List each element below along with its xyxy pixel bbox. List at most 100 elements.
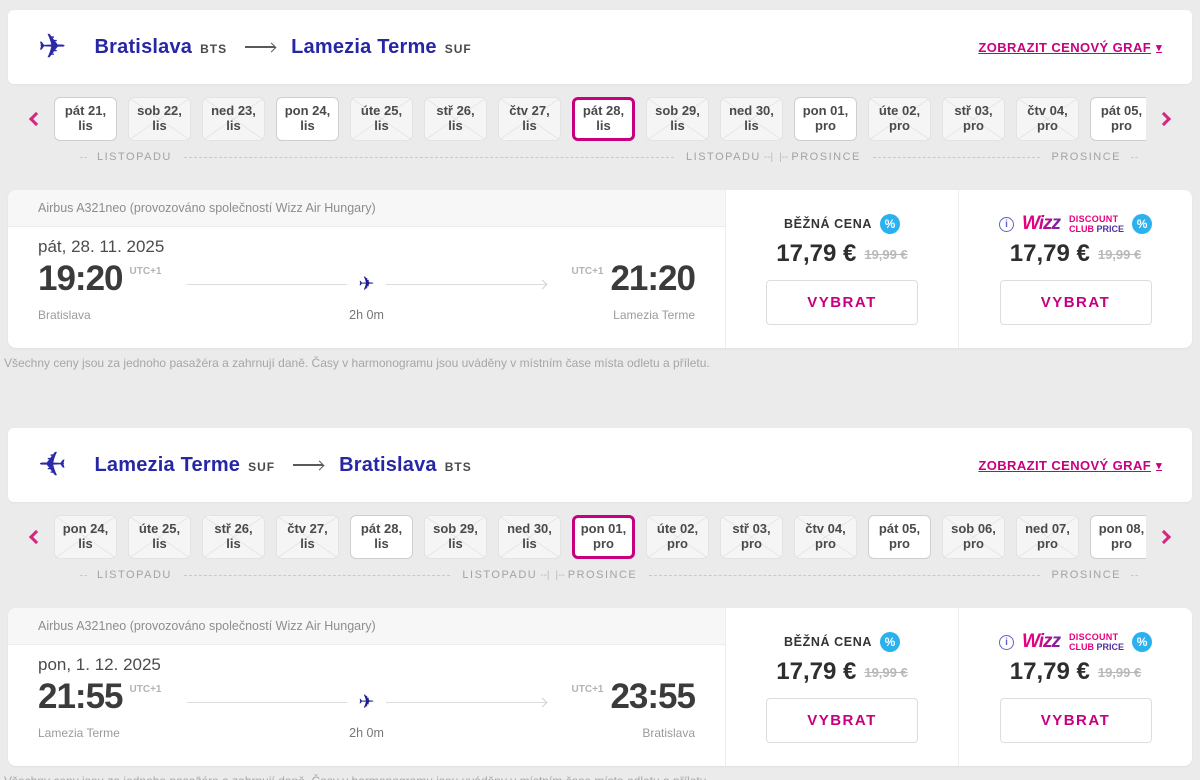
date-cell[interactable]: úte 25, lis bbox=[128, 515, 191, 559]
date-cell[interactable]: sob 06, pro bbox=[942, 515, 1005, 559]
date-cell[interactable]: stř 26, lis bbox=[424, 97, 487, 141]
old-price: 19,99 € bbox=[1097, 246, 1142, 262]
arrival-city: Bratislava bbox=[642, 726, 695, 740]
month-label: LISTOPADU bbox=[97, 569, 172, 581]
date-cell[interactable]: stř 26, lis bbox=[202, 515, 265, 559]
next-dates-button[interactable] bbox=[1154, 104, 1174, 134]
prev-dates-button[interactable] bbox=[26, 522, 46, 552]
date-cell[interactable]: ned 23, lis bbox=[202, 97, 265, 141]
date-cell[interactable]: sob 22, lis bbox=[128, 97, 191, 141]
month-label: LISTOPADU bbox=[686, 151, 761, 163]
departure-time: 19:20 bbox=[38, 259, 124, 298]
arrival-city: Lamezia Terme bbox=[613, 308, 695, 322]
date-cell[interactable]: pát 28, lis bbox=[350, 515, 413, 559]
date-cell[interactable]: pát 28, lis bbox=[572, 97, 635, 141]
date-cell[interactable]: pát 05, pro bbox=[868, 515, 931, 559]
date-cell[interactable]: úte 02, pro bbox=[868, 97, 931, 141]
select-regular-button[interactable]: VYBRAT bbox=[766, 280, 918, 325]
date-day-label: pát 28, bbox=[582, 103, 625, 119]
date-month-label: lis bbox=[448, 118, 463, 133]
date-cell[interactable]: stř 03, pro bbox=[942, 97, 1005, 141]
month-label: LISTOPADU bbox=[97, 151, 172, 163]
date-cell[interactable]: sob 29, lis bbox=[424, 515, 487, 559]
flight-date: pon, 1. 12. 2025 bbox=[38, 655, 161, 674]
aircraft-info: Airbus A321neo (provozováno společností … bbox=[8, 608, 725, 645]
date-cell[interactable]: pát 05, pro bbox=[1090, 97, 1146, 141]
date-month-label: lis bbox=[448, 536, 463, 551]
wizz-logo: Wizz bbox=[1021, 631, 1061, 652]
info-icon[interactable]: i bbox=[998, 634, 1014, 650]
date-cell[interactable]: ned 30, lis bbox=[498, 515, 561, 559]
flight-info-pane: Airbus A321neo (provozováno společností … bbox=[8, 190, 726, 348]
date-cell[interactable]: úte 02, pro bbox=[646, 515, 709, 559]
date-day-label: sob 29, bbox=[433, 521, 478, 537]
price-value: 17,79 € bbox=[776, 658, 857, 685]
price-graph-link[interactable]: ZOBRAZIT CENOVÝ GRAF ▾ bbox=[978, 458, 1162, 473]
date-day-label: pon 08, bbox=[1098, 521, 1145, 537]
date-cell[interactable]: pát 21, lis bbox=[54, 97, 117, 141]
date-month-label: pro bbox=[889, 118, 910, 133]
arrival-timezone: UTC+1 bbox=[571, 266, 604, 277]
date-month-label: lis bbox=[226, 118, 241, 133]
percent-badge-icon: % bbox=[879, 632, 900, 652]
date-day-label: pát 05, bbox=[878, 521, 921, 537]
next-dates-button[interactable] bbox=[1154, 522, 1174, 552]
date-month-label: pro bbox=[963, 118, 984, 133]
departure-block: 19:20 UTC+1 Bratislava bbox=[38, 261, 161, 322]
return-section: ✈ Lamezia Terme SUF Bratislava BTS ZOBRA… bbox=[0, 428, 1200, 780]
info-icon[interactable]: i bbox=[998, 216, 1014, 232]
date-day-label: stř 03, bbox=[954, 103, 993, 119]
flight-card: Airbus A321neo (provozováno společností … bbox=[8, 190, 1192, 348]
route-header: ✈ Bratislava BTS Lamezia Terme SUF ZOBRA… bbox=[8, 10, 1192, 84]
flight-date: pát, 28. 11. 2025 bbox=[38, 237, 165, 256]
month-indicator: LISTOPADU LISTOPADU --| |-- PROSINCE PRO… bbox=[0, 150, 1200, 164]
date-cell[interactable]: ned 07, pro bbox=[1016, 515, 1079, 559]
select-discount-button[interactable]: VYBRAT bbox=[999, 698, 1152, 743]
plane-right-icon: ✈ bbox=[38, 28, 67, 66]
date-cell[interactable]: čtv 27, lis bbox=[276, 515, 339, 559]
date-cell[interactable]: čtv 27, lis bbox=[498, 97, 561, 141]
date-cell[interactable]: čtv 04, pro bbox=[1016, 97, 1079, 141]
price-graph-link-label: ZOBRAZIT CENOVÝ GRAF bbox=[978, 457, 1152, 473]
date-day-label: čtv 27, bbox=[509, 103, 550, 119]
date-day-label: pon 24, bbox=[62, 521, 109, 537]
prev-dates-button[interactable] bbox=[26, 104, 46, 134]
regular-price-panel: BĚŽNÁ CENA % 17,79 € 19,99 € VYBRAT bbox=[726, 608, 959, 766]
date-month-label: lis bbox=[152, 118, 167, 133]
date-cell[interactable]: stř 03, pro bbox=[720, 515, 783, 559]
date-day-label: úte 02, bbox=[878, 103, 921, 119]
price-graph-link[interactable]: ZOBRAZIT CENOVÝ GRAF ▾ bbox=[978, 40, 1162, 55]
date-month-label: lis bbox=[522, 536, 537, 551]
departure-time: 21:55 bbox=[38, 677, 124, 716]
date-cell[interactable]: úte 25, lis bbox=[350, 97, 413, 141]
date-day-label: sob 06, bbox=[951, 521, 996, 537]
date-month-label: lis bbox=[670, 118, 685, 133]
date-cell[interactable]: pon 24, lis bbox=[54, 515, 117, 559]
date-cell[interactable]: pon 24, lis bbox=[276, 97, 339, 141]
wizz-logo: Wizz bbox=[1021, 213, 1061, 234]
date-month-label: pro bbox=[741, 536, 762, 551]
date-month-label: lis bbox=[226, 536, 241, 551]
price-graph-link-label: ZOBRAZIT CENOVÝ GRAF bbox=[978, 39, 1152, 55]
date-day-label: úte 25, bbox=[360, 103, 403, 119]
date-cell[interactable]: sob 29, lis bbox=[646, 97, 709, 141]
date-cell[interactable]: pon 01, pro bbox=[794, 97, 857, 141]
arrowhead-icon bbox=[537, 697, 547, 708]
arrival-timezone: UTC+1 bbox=[571, 684, 604, 695]
destination-code: BTS bbox=[444, 460, 472, 474]
select-regular-button[interactable]: VYBRAT bbox=[766, 698, 918, 743]
date-month-label: lis bbox=[522, 118, 537, 133]
right-arrow-icon bbox=[245, 42, 277, 52]
date-month-label: lis bbox=[374, 536, 389, 551]
date-month-label: lis bbox=[78, 118, 93, 133]
origin-code: SUF bbox=[248, 460, 276, 474]
date-month-label: pro bbox=[1111, 536, 1132, 551]
date-cell[interactable]: pon 01, pro bbox=[572, 515, 635, 559]
date-cell[interactable]: čtv 04, pro bbox=[794, 515, 857, 559]
date-cell[interactable]: ned 30, lis bbox=[720, 97, 783, 141]
date-day-label: čtv 04, bbox=[1027, 103, 1068, 119]
select-discount-button[interactable]: VYBRAT bbox=[999, 280, 1152, 325]
date-month-label: pro bbox=[667, 536, 688, 551]
date-cell[interactable]: pon 08, pro bbox=[1090, 515, 1146, 559]
discount-club-label: DISCOUNT CLUB PRICE bbox=[1069, 631, 1125, 652]
